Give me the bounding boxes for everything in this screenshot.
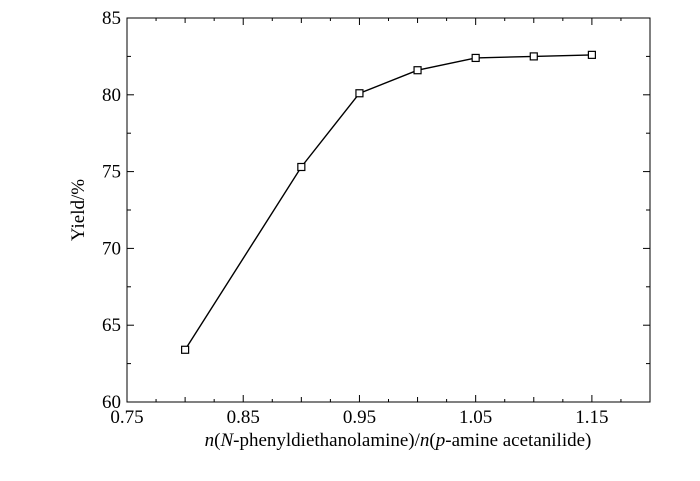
- x-tick-label: 1.05: [459, 407, 492, 428]
- series-layer: [181, 50, 596, 354]
- plot-frame: [126, 17, 651, 403]
- y-tick-label: 70: [102, 238, 121, 259]
- x-axis: 0.75 0.85 0.95 1.05 1.15: [110, 18, 622, 428]
- series-line: [184, 54, 592, 351]
- x-axis-title-part: N: [219, 430, 234, 451]
- x-axis-title-part: (: [429, 430, 435, 451]
- data-point: [471, 53, 480, 63]
- data-point: [297, 162, 306, 172]
- x-tick-label: 0.75: [110, 407, 143, 428]
- y-tick-label: 75: [102, 162, 121, 183]
- data-point: [529, 52, 538, 61]
- x-tick-label: 0.95: [343, 407, 376, 428]
- y-tick-label: 85: [102, 8, 121, 29]
- x-axis-title-part: -phenyldiethanolamine)/: [233, 430, 420, 451]
- x-tick-label: 0.85: [227, 407, 260, 428]
- data-point: [355, 89, 364, 98]
- y-tick-label: 60: [102, 392, 121, 413]
- data-point: [413, 66, 422, 75]
- x-axis-title-part: -amine acetanilide): [445, 430, 591, 451]
- x-axis-title: n(N-phenyldiethanolamine)/n(p-amine acet…: [205, 430, 592, 451]
- data-point: [587, 50, 596, 59]
- y-axis: 60 65 70 75 80 85: [102, 8, 650, 413]
- x-axis-title-part: p: [434, 430, 446, 451]
- x-axis-title-part: n: [420, 430, 430, 451]
- x-tick-label: 1.15: [575, 407, 608, 428]
- x-axis-title-part: n: [205, 430, 215, 451]
- x-axis-title-part: (: [214, 430, 220, 451]
- y-tick-label: 80: [102, 85, 121, 106]
- data-point: [181, 345, 190, 354]
- y-axis-title: Yield/%: [68, 179, 89, 241]
- y-tick-label: 65: [102, 315, 121, 336]
